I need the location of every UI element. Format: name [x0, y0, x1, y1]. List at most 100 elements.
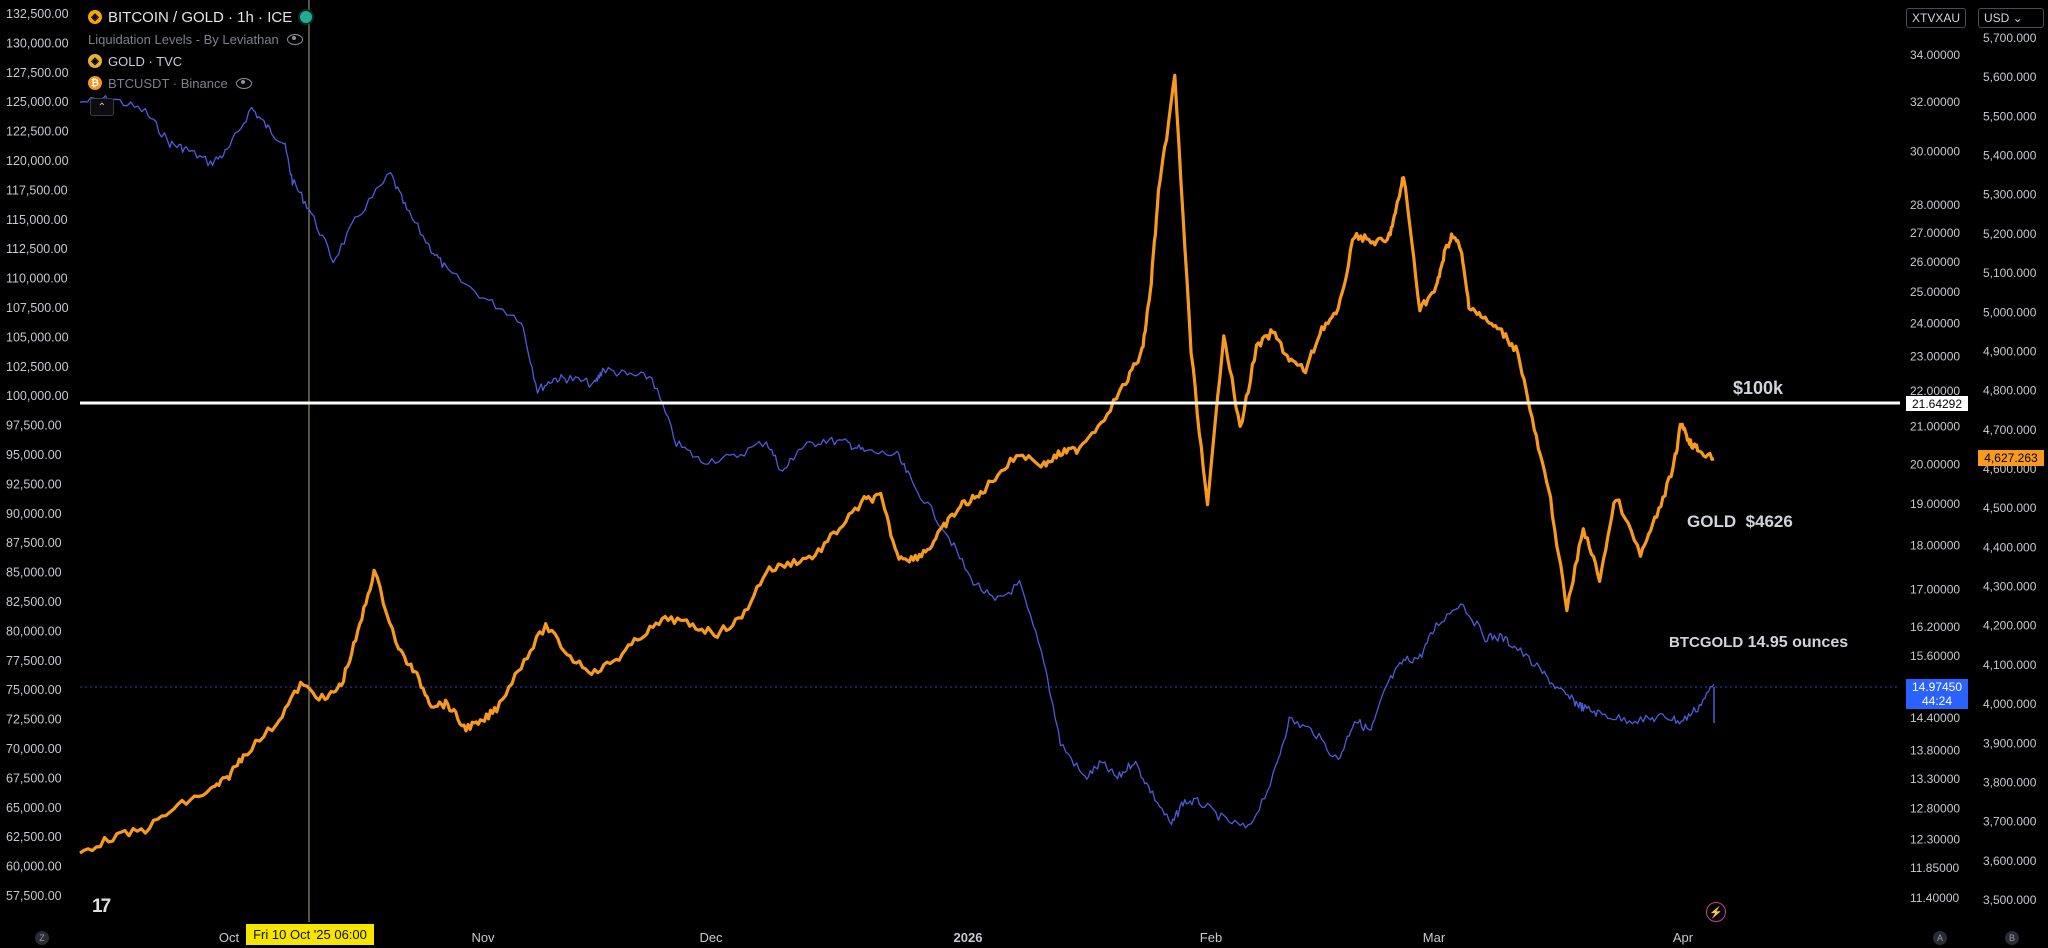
ratio-axis-tick-8: 23.00000: [1910, 350, 1960, 364]
left-axis-tick-14: 97,500.00: [6, 419, 62, 433]
left-axis-tick-7: 115,000.00: [6, 213, 68, 227]
legend-indicator-label: Liquidation Levels - By Leviathan: [88, 31, 279, 47]
time-axis-tick-0: Oct: [219, 930, 240, 945]
left-axis-tick-22: 77,500.00: [6, 654, 62, 668]
time-axis-tick-2: Dec: [699, 930, 723, 945]
ratio-axis-tick-14: 17.00000: [1910, 583, 1960, 597]
ratio-axis-tick-9: 22.00000: [1910, 384, 1960, 398]
gold-axis-tick-15: 4,200.000: [1983, 619, 2037, 633]
ratio-axis-tick-23: 11.85000: [1910, 861, 1959, 875]
gold-axis-tick-12: 4,500.000: [1983, 501, 2037, 515]
gold-axis-tick-3: 5,400.000: [1983, 149, 2037, 163]
time-axis-tick-4: Feb: [1200, 930, 1222, 945]
gold-axis-tick-18: 3,900.000: [1983, 736, 2037, 750]
ratio-axis-tick-19: 13.80000: [1910, 744, 1960, 758]
hline-ratio-tag: 21.64292: [1906, 396, 1968, 411]
ratio-axis-tick-2: 30.00000: [1910, 145, 1960, 159]
collapse-legend-button[interactable]: ⌃: [90, 98, 114, 116]
gold-axis-tick-9: 4,800.000: [1983, 384, 2037, 398]
zoom-corner-button[interactable]: Z: [35, 931, 49, 945]
legend-main-title: BITCOIN / GOLD · 1h · ICE: [108, 8, 293, 26]
gold-axis-tick-0: 5,700.000: [1983, 31, 2037, 45]
gold-axis-tick-20: 3,700.000: [1983, 815, 2037, 829]
gold-symbol-icon: ◈: [88, 54, 102, 68]
left-axis-tick-1: 130,000.00: [6, 36, 69, 50]
ratio-axis-tick-22: 12.30000: [1910, 832, 1960, 846]
bitcoin-symbol-icon: ₿: [88, 76, 102, 90]
time-axis-tick-6: Apr: [1673, 930, 1694, 945]
gold-line: [79, 73, 1715, 855]
legend-btcusdt[interactable]: ₿ BTCUSDT · Binance: [88, 72, 312, 94]
ratio-axis-tick-24: 11.40000: [1910, 891, 1959, 905]
ratio-axis-tick-21: 12.80000: [1910, 802, 1960, 816]
left-price-axis[interactable]: 132,500.00 130,000.00 127,500.00 125,000.00…: [6, 7, 69, 903]
left-axis-tick-20: 82,500.00: [6, 595, 62, 609]
gold-axis-tick-6: 5,100.000: [1983, 266, 2037, 280]
ratio-price-axis[interactable]: 34.00000 32.00000 30.00000 28.00000 27.00000…: [1910, 48, 1960, 905]
left-axis-tick-24: 72,500.00: [6, 713, 62, 727]
gold-axis-tick-19: 3,800.000: [1983, 775, 2037, 789]
ratio-axis-tick-1: 32.00000: [1910, 95, 1960, 109]
left-axis-tick-17: 90,000.00: [6, 507, 62, 521]
market-open-icon: [300, 11, 313, 23]
ratio-axis-tick-5: 26.00000: [1910, 255, 1960, 269]
gold-axis-tick-22: 3,500.000: [1983, 893, 2037, 907]
eye-icon[interactable]: [286, 33, 303, 45]
time-axis-tick-5: Mar: [1423, 930, 1446, 945]
ratio-axis-tick-4: 27.00000: [1910, 226, 1960, 240]
left-axis-tick-13: 100,000.00: [6, 389, 69, 403]
legend: ◈ BITCOIN / GOLD · 1h · ICE Liquidation …: [88, 6, 313, 94]
left-axis-tick-12: 102,500.00: [6, 360, 69, 374]
legend-gold-label: GOLD · TVC: [108, 53, 183, 69]
left-axis-tick-4: 122,500.00: [6, 125, 69, 139]
left-axis-tick-19: 85,000.00: [6, 566, 62, 580]
time-axis[interactable]: Oct Nov Dec 2026 Feb Mar Apr: [219, 930, 1694, 945]
annotation-btcgold-value: 14.95 ounces: [1747, 634, 1849, 651]
ratio-axis-tick-16: 15.60000: [1910, 649, 1960, 663]
ratio-axis-tick-15: 16.20000: [1910, 620, 1960, 634]
left-axis-tick-26: 67,500.00: [6, 771, 62, 785]
gold-price-axis[interactable]: 5,700.000 5,600.000 5,500.000 5,400.000 5,30…: [1983, 31, 2037, 907]
left-axis-tick-27: 65,000.00: [6, 801, 62, 815]
left-axis-tick-28: 62,500.00: [6, 830, 62, 844]
legend-main[interactable]: ◈ BITCOIN / GOLD · 1h · ICE: [88, 6, 313, 28]
ratio-axis-tick-12: 19.00000: [1910, 497, 1960, 511]
left-axis-tick-0: 132,500.00: [6, 7, 69, 21]
gold-axis-tick-10: 4,700.000: [1983, 423, 2037, 437]
left-axis-tick-16: 92,500.00: [6, 477, 62, 491]
currency-select[interactable]: USD ⌄: [1978, 8, 2044, 28]
btcusdt-line: [79, 95, 1715, 829]
legend-gold[interactable]: ◈ GOLD · TVC: [88, 50, 312, 72]
left-axis-tick-18: 87,500.00: [6, 536, 62, 550]
left-axis-tick-2: 127,500.00: [6, 66, 69, 80]
ratio-axis-tick-10: 21.00000: [1910, 420, 1960, 434]
gold-axis-tick-4: 5,300.000: [1983, 188, 2037, 202]
bitcoin-gold-symbol-icon: ◈: [88, 10, 102, 24]
ratio-axis-tick-13: 18.00000: [1910, 539, 1960, 553]
ratio-axis-tick-18: 14.40000: [1910, 711, 1960, 725]
ratio-axis-tick-6: 25.00000: [1910, 285, 1960, 299]
ratio-axis-tick-7: 24.00000: [1910, 317, 1960, 331]
eye-icon[interactable]: [235, 77, 252, 89]
annotation-btcgold-label: BTCGOLD: [1669, 634, 1744, 651]
auto-scale-button[interactable]: A: [1933, 931, 1947, 945]
gold-axis-tick-17: 4,000.000: [1983, 697, 2037, 711]
symbol-box[interactable]: XTVXAU: [1906, 8, 1966, 28]
annotation-gold-value: $4626: [1745, 512, 1793, 531]
left-axis-tick-10: 107,500.00: [6, 301, 69, 315]
annotation-gold: GOLD $4626: [1687, 512, 1793, 532]
log-scale-button[interactable]: B: [2005, 931, 2019, 945]
left-axis-tick-29: 60,000.00: [6, 860, 62, 874]
gold-axis-tick-5: 5,200.000: [1983, 227, 2037, 241]
legend-indicator[interactable]: Liquidation Levels - By Leviathan: [88, 28, 312, 50]
ratio-axis-tick-11: 20.00000: [1910, 457, 1960, 471]
gold-axis-tick-2: 5,500.000: [1983, 109, 2037, 123]
annotation-100k: $100k: [1733, 378, 1783, 399]
tradingview-logo[interactable]: 17: [92, 896, 111, 917]
bar-countdown: 44:24: [1921, 694, 1953, 708]
series-layer: [79, 73, 1715, 855]
lightning-icon[interactable]: ⚡: [1706, 902, 1726, 922]
gold-axis-tick-1: 5,600.000: [1983, 70, 2037, 84]
